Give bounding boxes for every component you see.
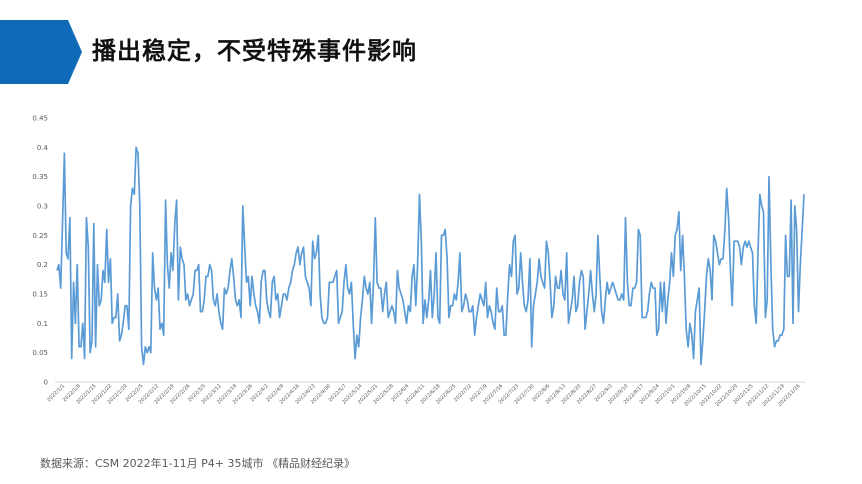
plot-area [56, 146, 805, 366]
y-tick-label: 0.45 [32, 115, 48, 123]
x-axis: 2022/1/12022/1/82022/1/152022/1/222022/1… [46, 381, 806, 408]
y-tick-label: 0.05 [32, 349, 48, 357]
data-source-note: 数据来源：CSM 2022年1-11月 P4+ 35城市 《精品财经纪录》 [40, 457, 355, 470]
y-tick-label: 0.3 [37, 203, 48, 211]
y-axis: 0 0.05 0.1 0.15 0.2 0.25 0.3 0.35 0.4 0.45 [32, 115, 48, 387]
y-tick-label: 0.4 [37, 144, 49, 152]
y-tick-label: 0.25 [32, 232, 48, 240]
series-line-0 [56, 146, 805, 366]
y-tick-label: 0 [44, 379, 48, 387]
slide-title: 播出稳定，不受特殊事件影响 [92, 37, 417, 65]
y-tick-label: 0.2 [37, 261, 48, 269]
line-chart: 0 0.05 0.1 0.15 0.2 0.25 0.3 0.35 0.4 0.45 2022/1… [32, 115, 806, 408]
banner-shape [0, 20, 82, 84]
y-tick-label: 0.15 [32, 291, 48, 299]
title-banner [0, 20, 82, 84]
y-tick-label: 0.1 [37, 320, 48, 328]
y-tick-label: 0.35 [32, 173, 48, 181]
